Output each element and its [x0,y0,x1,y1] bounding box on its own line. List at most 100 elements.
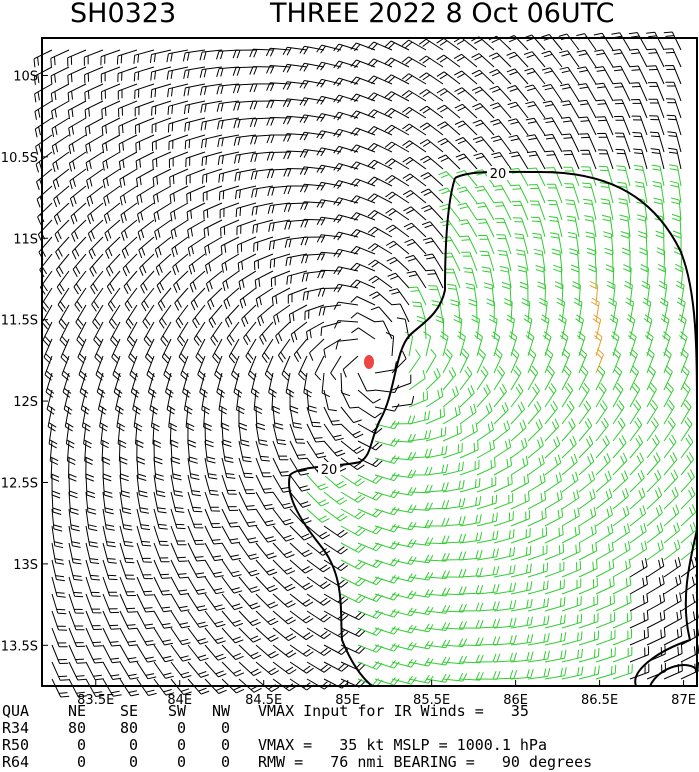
wind-barb [134,83,155,99]
wind-barb [663,644,683,663]
wind-barb [200,117,223,131]
table-cell: 0 [77,753,86,771]
wind-barb [419,105,444,119]
wind-barb [86,185,104,207]
wind-barb [561,631,583,646]
wind-barb [151,117,172,134]
wind-barb [87,202,104,225]
wind-barb [238,559,260,577]
x-tick-label: 86.5E [581,693,618,708]
wind-barb [175,304,189,329]
contour-label: 20 [321,463,338,478]
wind-barb [663,592,682,612]
wind-barb [367,126,393,136]
wind-barb [561,542,581,561]
wind-barb [102,151,121,171]
wind-barb [663,539,681,561]
wind-barb [102,542,117,564]
wind-barb [665,81,682,102]
wind-barb [369,291,393,306]
wind-barb [237,236,257,254]
wind-barb [497,250,512,272]
wind-barb [68,627,86,647]
wind-barb [340,491,366,503]
wind-barb [204,440,216,464]
wind-barb [493,456,513,476]
wind-barb [612,593,632,612]
wind-barb [153,644,174,663]
wind-barb [152,168,172,187]
wind-barb [235,202,257,218]
wind-barb [157,287,172,312]
wind-barb [425,673,451,683]
wind-barb [85,593,102,614]
wind-barb [76,321,87,347]
wind-barb [633,164,648,187]
wind-barb [493,201,512,221]
wind-barb [160,321,172,347]
y-tick-label: 13.5S [1,639,38,654]
wind-barb [668,147,682,170]
wind-barb [51,508,63,532]
wind-barb [559,66,580,85]
wind-barb [273,304,291,325]
wind-barb [476,494,498,510]
wind-barb [442,497,466,510]
wind-barb [272,644,297,658]
wind-barb [84,100,104,119]
wind-barb [255,576,278,593]
wind-barb [493,420,511,442]
wind-barb [561,365,572,391]
wind-barb [51,644,69,664]
wind-barb [119,593,137,613]
wind-barb [653,197,665,221]
barb-field [33,31,699,698]
wind-barb [595,488,613,510]
wind-barb [55,236,70,260]
wind-barb [629,663,650,680]
wind-barb [105,253,121,277]
wind-barb [340,440,365,454]
wind-barb [340,559,366,570]
wind-barb [476,636,501,646]
wind-barb [135,117,155,135]
wind-barb [101,134,121,154]
wind-barb [272,423,287,445]
wind-barb [630,99,648,119]
wind-barb [510,581,533,595]
wind-barb [680,574,699,595]
wind-barb [629,628,649,646]
wind-barb [317,287,342,297]
wind-barb [103,202,121,224]
wind-barb [144,338,155,364]
wind-barb [391,374,412,391]
wind-barb [544,436,561,459]
wind-barb [300,218,325,228]
wind-barb [527,437,544,459]
wind-barb [646,504,663,527]
wind-barb [334,320,359,329]
wind-barb [51,542,65,565]
wind-barb [561,116,580,136]
wind-barb [357,372,376,392]
wind-barb [88,236,104,260]
wind-barb [68,474,78,499]
wind-barb [663,452,678,476]
wind-barb [615,148,631,170]
wind-barb [340,542,366,553]
wind-barb [663,31,682,51]
wind-barb [613,99,631,119]
wind-barb [140,270,155,294]
wind-barb [283,185,307,195]
table-cell: 0 [177,753,186,771]
wind-barb [612,488,629,510]
wind-barb [56,270,70,295]
wind-barb [558,33,580,51]
wind-barb [217,134,240,148]
wind-barb [431,300,444,323]
wind-barb [150,66,172,81]
wind-barb [442,479,465,493]
wind-barb [342,355,359,378]
wind-barb [648,98,665,119]
wind-barb [578,348,588,374]
